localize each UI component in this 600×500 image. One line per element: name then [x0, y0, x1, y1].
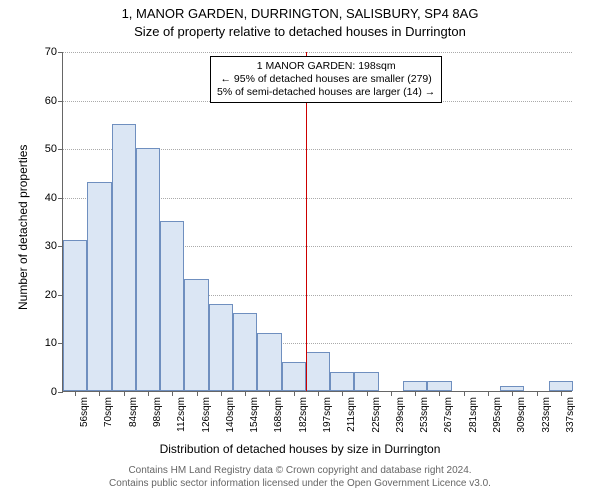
x-axis-label: Distribution of detached houses by size … — [0, 442, 600, 456]
gridline — [63, 52, 572, 53]
copyright-line-2: Contains public sector information licen… — [109, 478, 491, 489]
ytick-label: 70 — [45, 46, 63, 58]
xtick-mark — [124, 391, 125, 396]
xtick-mark — [439, 391, 440, 396]
ytick-label: 30 — [45, 240, 63, 252]
histogram-bar — [427, 381, 451, 391]
xtick-mark — [99, 391, 100, 396]
xtick-label: 56sqm — [79, 397, 90, 427]
annotation-line-3: 5% of semi-detached houses are larger (1… — [217, 86, 435, 99]
ytick-label: 20 — [45, 289, 63, 301]
xtick-mark — [172, 391, 173, 396]
annotation-box: 1 MANOR GARDEN: 198sqm ← 95% of detached… — [210, 56, 442, 103]
histogram-bar — [257, 333, 281, 391]
xtick-mark — [561, 391, 562, 396]
xtick-label: 70sqm — [103, 397, 114, 427]
annotation-line-1: 1 MANOR GARDEN: 198sqm — [217, 60, 435, 73]
xtick-label: 98sqm — [152, 397, 163, 427]
histogram-bar — [136, 148, 160, 391]
xtick-label: 112sqm — [176, 397, 187, 432]
copyright-text: Contains HM Land Registry data © Crown c… — [0, 464, 600, 490]
xtick-mark — [75, 391, 76, 396]
xtick-mark — [367, 391, 368, 396]
xtick-label: 211sqm — [346, 397, 357, 432]
xtick-label: 295sqm — [492, 397, 503, 433]
xtick-label: 253sqm — [419, 397, 430, 433]
copyright-line-1: Contains HM Land Registry data © Crown c… — [128, 465, 471, 476]
ytick-label: 50 — [45, 143, 63, 155]
xtick-label: 239sqm — [395, 397, 406, 433]
histogram-bar — [403, 381, 427, 391]
xtick-label: 197sqm — [322, 397, 333, 433]
xtick-label: 281sqm — [468, 397, 479, 433]
ytick-label: 40 — [45, 192, 63, 204]
ytick-label: 10 — [45, 337, 63, 349]
xtick-mark — [221, 391, 222, 396]
xtick-mark — [318, 391, 319, 396]
xtick-label: 182sqm — [298, 397, 309, 433]
xtick-label: 225sqm — [371, 397, 382, 433]
y-axis-label: Number of detached properties — [16, 145, 30, 310]
xtick-label: 140sqm — [225, 397, 236, 433]
page-title: 1, MANOR GARDEN, DURRINGTON, SALISBURY, … — [0, 6, 600, 21]
histogram-bar — [549, 381, 573, 391]
xtick-mark — [148, 391, 149, 396]
xtick-label: 309sqm — [516, 397, 527, 433]
xtick-mark — [391, 391, 392, 396]
page-subtitle: Size of property relative to detached ho… — [0, 24, 600, 39]
xtick-mark — [245, 391, 246, 396]
xtick-label: 126sqm — [201, 397, 212, 433]
histogram-bar — [184, 279, 208, 391]
xtick-mark — [197, 391, 198, 396]
xtick-label: 154sqm — [249, 397, 260, 433]
xtick-mark — [342, 391, 343, 396]
xtick-label: 337sqm — [565, 397, 576, 433]
ytick-label: 60 — [45, 95, 63, 107]
xtick-label: 323sqm — [541, 397, 552, 433]
xtick-label: 84sqm — [128, 397, 139, 427]
histogram-bar — [306, 352, 330, 391]
histogram-bar — [282, 362, 306, 391]
xtick-label: 267sqm — [443, 397, 454, 433]
xtick-mark — [464, 391, 465, 396]
xtick-mark — [269, 391, 270, 396]
xtick-mark — [537, 391, 538, 396]
xtick-mark — [294, 391, 295, 396]
xtick-mark — [415, 391, 416, 396]
xtick-mark — [488, 391, 489, 396]
annotation-line-2: ← 95% of detached houses are smaller (27… — [217, 73, 435, 86]
histogram-bar — [354, 372, 378, 391]
xtick-mark — [512, 391, 513, 396]
histogram-bar — [112, 124, 136, 391]
histogram-bar — [330, 372, 354, 391]
histogram-bar — [209, 304, 233, 391]
histogram-bar — [160, 221, 184, 391]
ytick-label: 0 — [51, 386, 63, 398]
xtick-label: 168sqm — [273, 397, 284, 433]
histogram-bar — [63, 240, 87, 391]
histogram-bar — [233, 313, 257, 391]
histogram-bar — [87, 182, 111, 391]
